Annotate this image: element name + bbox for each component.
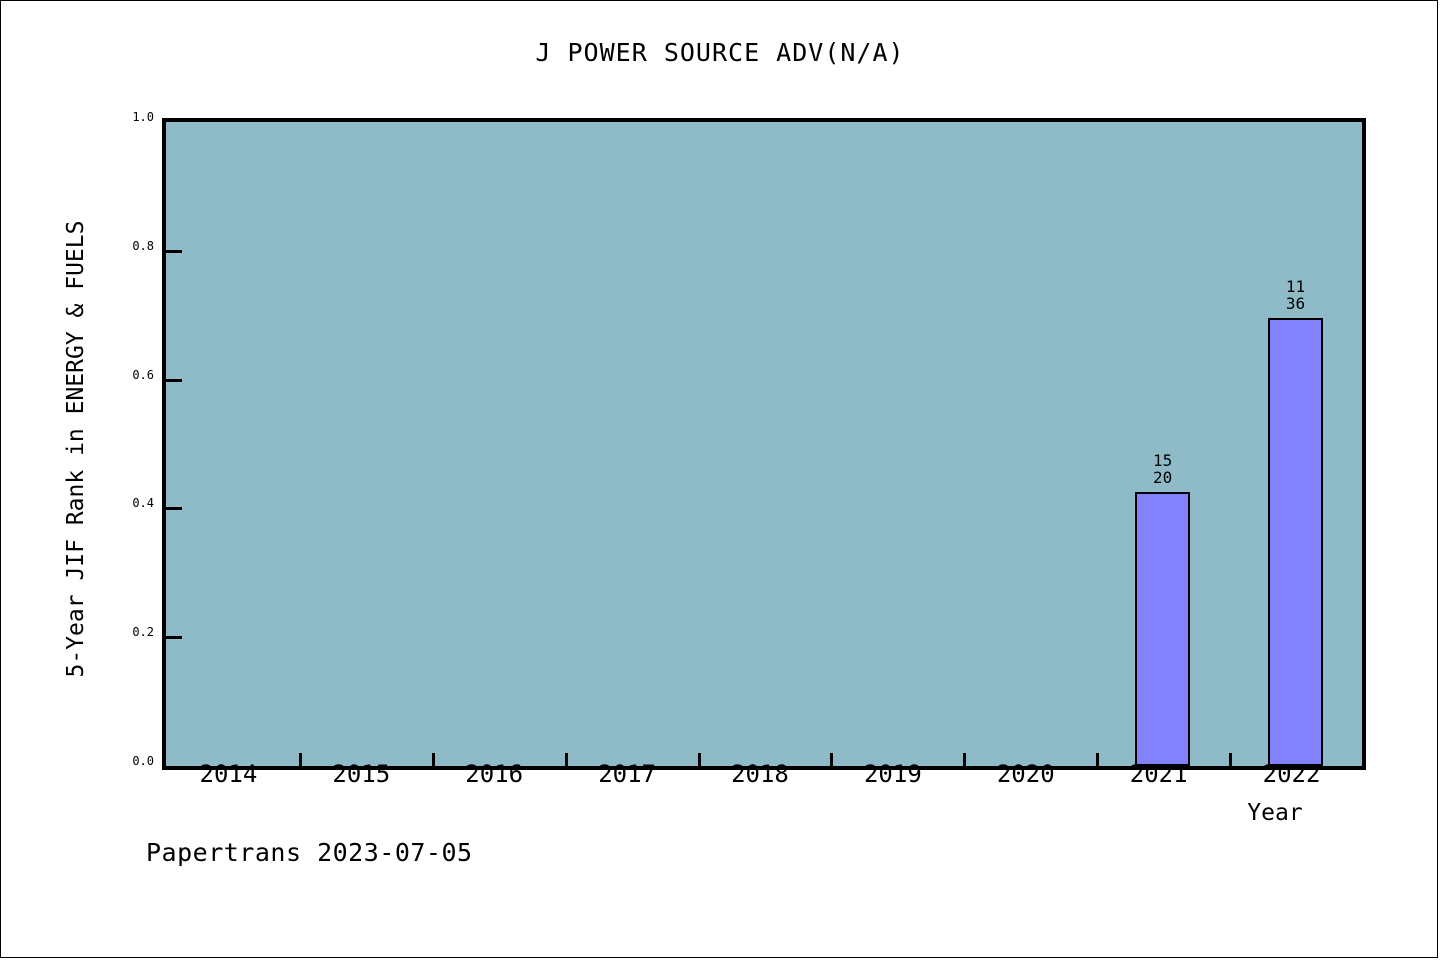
x-tick-mark xyxy=(1096,753,1100,766)
x-tick-label: 2014 xyxy=(199,760,258,788)
x-tick-label: 2022 xyxy=(1262,760,1321,788)
chart-title: J POWER SOURCE ADV(N/A) xyxy=(535,38,905,67)
plot-inner: 15 20 11 36 xyxy=(166,122,1362,766)
x-tick-label: 2018 xyxy=(731,760,789,788)
x-tick-label: 2019 xyxy=(863,760,922,788)
y-tick-label: 0.6 xyxy=(132,367,154,382)
bar-value-label: 11 36 xyxy=(1228,278,1362,312)
plot-area: 15 20 11 36 xyxy=(162,118,1366,770)
bar-rank-numerator: 11 xyxy=(1285,277,1306,297)
y-tick-label: 1.0 xyxy=(132,110,154,124)
x-tick-mark xyxy=(1229,753,1233,766)
bar[interactable] xyxy=(1135,492,1190,766)
x-tick-mark xyxy=(697,753,701,766)
y-axis-label: 5-Year JIF Rank in ENERGY & FUELS xyxy=(63,220,89,678)
x-tick-label: 2016 xyxy=(465,760,524,788)
x-axis-tick-labels: 2014 2015 2016 2017 2018 2019 2020 2021 2022 xyxy=(162,760,1358,794)
y-tick-mark xyxy=(166,249,182,253)
x-axis-label: Year xyxy=(1247,800,1303,826)
x-tick-mark xyxy=(298,753,302,766)
footer-note: Papertrans 2023-07-05 xyxy=(146,838,473,867)
x-tick-label: 2017 xyxy=(598,760,656,788)
y-tick-mark xyxy=(166,636,182,640)
x-tick-label: 2020 xyxy=(996,760,1055,788)
x-tick-mark xyxy=(431,753,435,766)
bar-value-label: 15 20 xyxy=(1096,452,1230,486)
y-tick-label: 0.8 xyxy=(132,238,154,253)
bar[interactable] xyxy=(1268,318,1323,766)
y-tick-label: 0.2 xyxy=(132,625,154,640)
bar-rank-numerator: 15 xyxy=(1153,451,1173,471)
y-tick-label: 0.4 xyxy=(132,496,154,511)
y-tick-label: 0.0 xyxy=(132,754,154,768)
y-tick-mark xyxy=(166,378,182,382)
x-tick-mark xyxy=(963,753,967,766)
bar-rank-denominator: 36 xyxy=(1285,294,1306,314)
x-tick-label: 2021 xyxy=(1129,760,1188,788)
x-tick-mark xyxy=(830,753,834,766)
y-axis-tick-labels: 0.0 0.2 0.4 0.6 0.8 1.0 xyxy=(108,110,154,768)
x-tick-label: 2015 xyxy=(332,760,391,788)
bar-rank-denominator: 20 xyxy=(1153,468,1173,488)
y-tick-mark xyxy=(166,507,182,511)
x-tick-mark xyxy=(564,753,568,766)
